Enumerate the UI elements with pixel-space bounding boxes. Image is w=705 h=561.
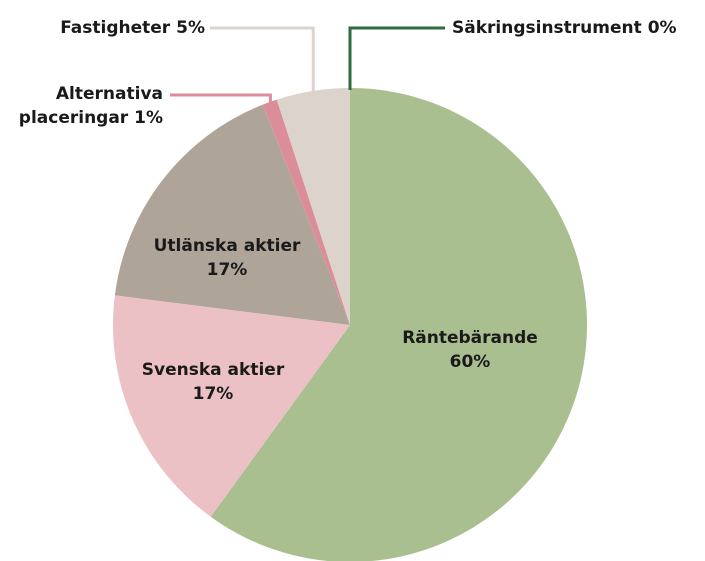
value-label: 60% bbox=[449, 352, 491, 372]
slice-label: Fastigheter 5% bbox=[5, 16, 205, 40]
slice-label: Räntebärande 60% bbox=[380, 326, 560, 374]
value-label: 17% bbox=[206, 260, 248, 280]
leader-line bbox=[170, 93, 272, 104]
slice-label: Utlänska aktier 17% bbox=[137, 234, 317, 282]
value-label: 1% bbox=[134, 108, 163, 128]
pie-slice bbox=[262, 99, 350, 325]
value-label: 17% bbox=[192, 384, 234, 404]
pie-slice bbox=[276, 88, 350, 325]
value-label: 0% bbox=[647, 18, 677, 38]
category-label: Utlänska aktier bbox=[153, 236, 301, 256]
category-label: Fastigheter bbox=[60, 18, 171, 38]
leader-line bbox=[348, 26, 445, 90]
pie-slice bbox=[113, 295, 350, 517]
slice-label: Svenska aktier 17% bbox=[123, 358, 303, 406]
value-label: 5% bbox=[176, 18, 205, 38]
category-label: Räntebärande bbox=[402, 328, 538, 348]
slice-label: Säkringsinstrument 0% bbox=[452, 16, 677, 40]
pie-slice bbox=[114, 104, 351, 325]
pie-slice bbox=[210, 88, 587, 561]
leader-line bbox=[210, 26, 315, 93]
category-label: Säkringsinstrument bbox=[452, 18, 642, 38]
category-label: Svenska aktier bbox=[141, 360, 285, 380]
category-label: Alternativa placeringar bbox=[18, 84, 163, 128]
slice-label: Alternativa placeringar 1% bbox=[3, 82, 163, 130]
